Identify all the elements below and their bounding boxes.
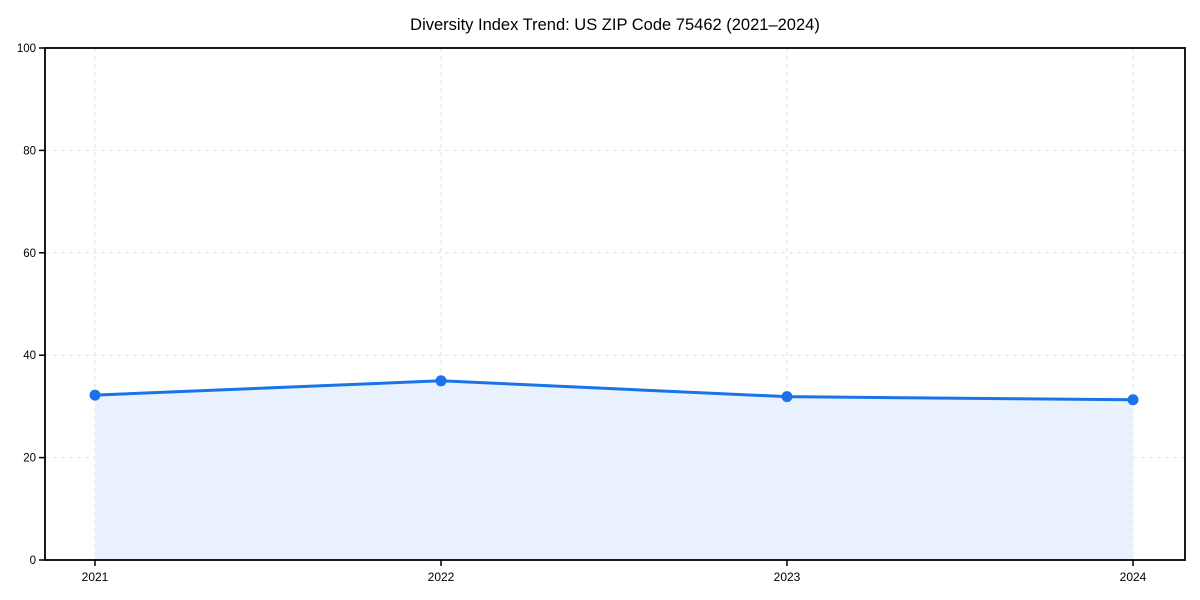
data-point-2021 [89, 389, 101, 401]
data-point-2022 [435, 375, 447, 387]
data-point-2023 [781, 391, 793, 403]
y-axis-tick-label-20: 20 [23, 453, 36, 465]
y-axis-tick-label-100: 100 [17, 43, 36, 55]
x-axis-tick-label-2024: 2024 [1120, 570, 1147, 584]
data-series [89, 375, 1139, 560]
y-axis-tick-label-80: 80 [23, 145, 36, 157]
y-axis-tick-label-0: 0 [30, 555, 36, 567]
data-point-2024 [1127, 394, 1139, 406]
plot-frame [44, 47, 1186, 561]
y-axis-tick-label-60: 60 [23, 248, 36, 260]
chart-title: Diversity Index Trend: US ZIP Code 75462… [410, 16, 820, 34]
x-axis-tick-label-2021: 2021 [82, 570, 109, 584]
area-fill [95, 380, 1133, 560]
x-axis-tick-label-2023: 2023 [774, 570, 801, 584]
trend-line [93, 379, 1135, 402]
y-axis-tick-label-40: 40 [23, 350, 36, 362]
x-axis-tick-label-2022: 2022 [428, 570, 455, 584]
axes: 0 20 40 60 80 100 2021 2022 2023 2024 [17, 43, 1186, 584]
